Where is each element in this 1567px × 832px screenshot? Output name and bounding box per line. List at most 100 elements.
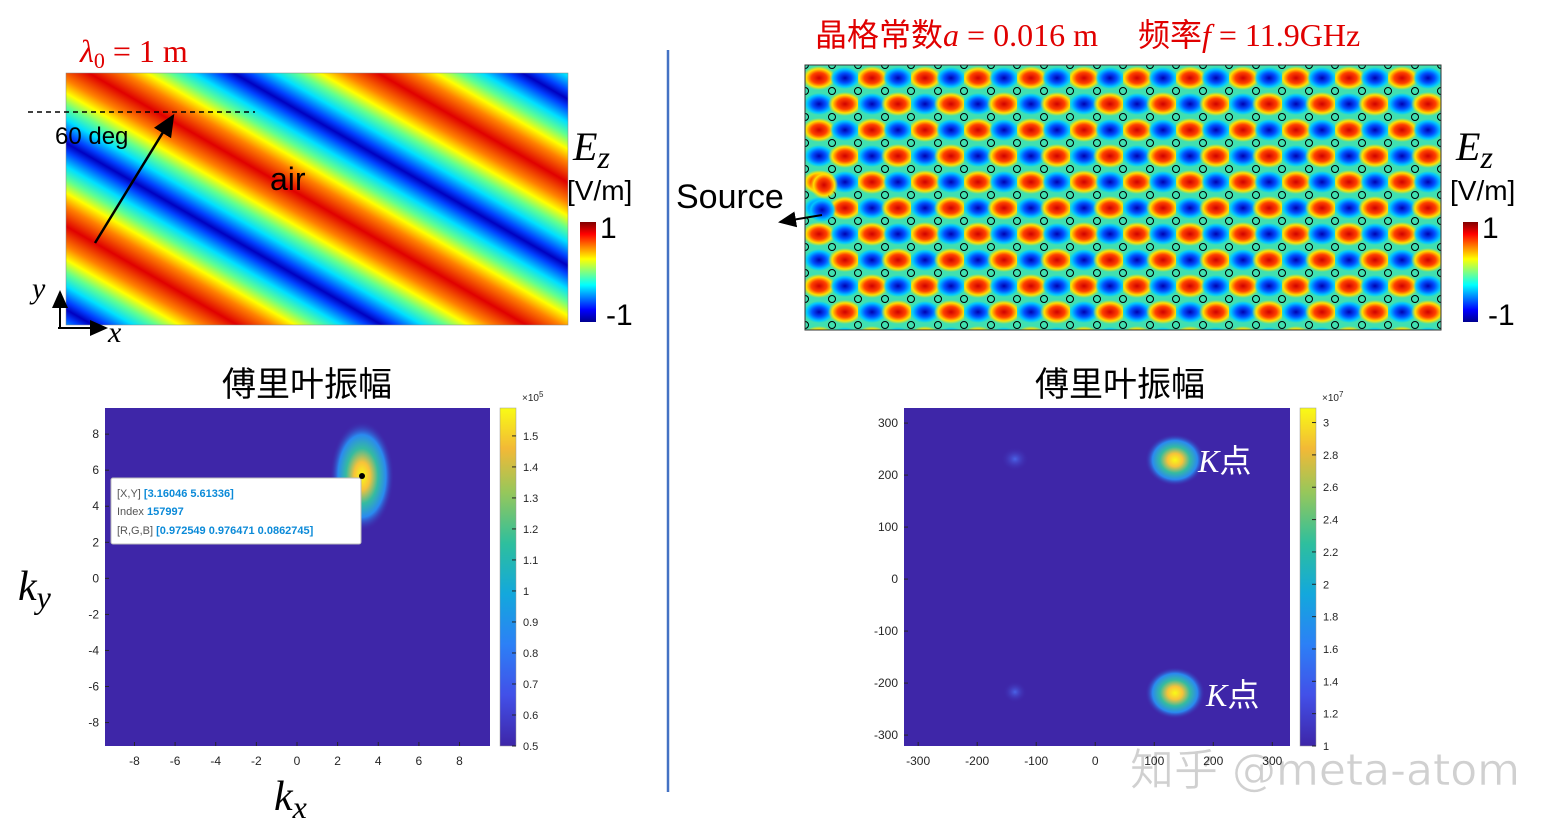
colorbar-tick-label: 1.3 bbox=[523, 493, 538, 505]
left-spectrum: 傅里叶振幅 ×105 [X,Y] [3.16046 5.61336] Index… bbox=[18, 365, 544, 825]
key: [X,Y] bbox=[117, 488, 141, 500]
spectrum-title: 傅里叶振幅 bbox=[1035, 365, 1205, 405]
colorbar-exponent: ×107 bbox=[1322, 390, 1344, 404]
key: [R,G,B] bbox=[117, 525, 153, 537]
right-field-panel: 晶格常数a = 0.016 m 频率f = 11.9GHz Source Ez [… bbox=[676, 16, 1515, 332]
colorbar-tick-label: 1.1 bbox=[523, 555, 538, 567]
y-tick-label: 300 bbox=[878, 416, 898, 430]
y-tick-label: 0 bbox=[891, 572, 898, 586]
colorbar-tick-label: 3 bbox=[1323, 418, 1329, 430]
y-axis-label: y bbox=[29, 272, 46, 305]
symbol: k bbox=[274, 774, 294, 820]
y-tick-label: -200 bbox=[874, 676, 898, 690]
y-tick-label: 0 bbox=[92, 571, 99, 585]
x-tick-label: 2 bbox=[334, 754, 341, 768]
colorbar-tick-label: 1.2 bbox=[1323, 709, 1338, 721]
power: 5 bbox=[539, 390, 544, 399]
colorbar-min: -1 bbox=[1488, 299, 1515, 332]
x-tick-label: -300 bbox=[906, 754, 930, 768]
value: = 1 m bbox=[105, 33, 188, 69]
colorbar bbox=[499, 407, 517, 747]
datatip-row: [X,Y] [3.16046 5.61336] bbox=[117, 488, 234, 500]
colorbar-max: 1 bbox=[600, 212, 617, 245]
y-tick-label: -6 bbox=[88, 680, 99, 694]
subscript: z bbox=[596, 139, 610, 175]
subscript: 0 bbox=[94, 48, 105, 73]
colorbar-min: -1 bbox=[606, 299, 633, 332]
x-tick-label: 0 bbox=[1092, 754, 1099, 768]
x-tick-label: 300 bbox=[1262, 754, 1282, 768]
peak-label: K点 bbox=[1205, 676, 1259, 714]
colorbar-tick-label: 2.4 bbox=[1323, 515, 1338, 527]
field-symbol: Ez bbox=[572, 124, 610, 175]
colorbar-max: 1 bbox=[1482, 212, 1499, 245]
colorbar-tick-label: 1.5 bbox=[523, 431, 538, 443]
text: 点 bbox=[1227, 676, 1259, 714]
source-blob bbox=[808, 198, 836, 222]
base: ×10 bbox=[522, 393, 539, 404]
colorbar bbox=[1463, 222, 1478, 322]
y-tick-label: 200 bbox=[878, 468, 898, 482]
base: ×10 bbox=[1322, 393, 1339, 404]
datatip[interactable] bbox=[110, 477, 362, 545]
x-tick-label: 8 bbox=[456, 754, 463, 768]
x-tick-label: -200 bbox=[965, 754, 989, 768]
colorbar-tick-label: 2.6 bbox=[1323, 482, 1338, 494]
x-tick-label: 100 bbox=[1144, 754, 1164, 768]
angle-label: 60 deg bbox=[55, 123, 128, 150]
colorbar bbox=[580, 222, 596, 322]
label: 晶格常数 bbox=[815, 16, 943, 54]
source-blob bbox=[810, 171, 838, 199]
x-tick-label: -2 bbox=[251, 754, 262, 768]
y-axis-label: ky bbox=[18, 564, 52, 615]
x-tick-label: -4 bbox=[210, 754, 221, 768]
colorbar-tick-label: 0.5 bbox=[523, 741, 538, 753]
crystal-title: 晶格常数a = 0.016 m 频率f = 11.9GHz bbox=[815, 16, 1360, 54]
x-tick-label: -100 bbox=[1024, 754, 1048, 768]
spectrum-title: 傅里叶振幅 bbox=[222, 365, 392, 405]
y-tick-label: -100 bbox=[874, 624, 898, 638]
datatip-marker[interactable] bbox=[359, 473, 365, 479]
x-tick-label: 0 bbox=[294, 754, 301, 768]
colorbar-tick-label: 0.7 bbox=[523, 679, 538, 691]
wavelength-label: λ0 = 1 m bbox=[79, 33, 188, 73]
colorbar-tick-label: 0.6 bbox=[523, 710, 538, 722]
colorbar-tick-label: 0.8 bbox=[523, 648, 538, 660]
colorbar-tick-label: 1.2 bbox=[523, 524, 538, 536]
symbol: E bbox=[1455, 124, 1480, 169]
y-tick-label: -4 bbox=[88, 643, 99, 657]
y-tick-label: 4 bbox=[92, 499, 99, 513]
subscript: y bbox=[34, 579, 52, 615]
datatip-row: [R,G,B] [0.972549 0.976471 0.0862745] bbox=[117, 525, 314, 537]
colorbar-tick-label: 0.9 bbox=[523, 617, 538, 629]
field-unit: [V/m] bbox=[1450, 175, 1515, 206]
spectrum-peak bbox=[1145, 434, 1205, 486]
symbol: k bbox=[18, 564, 38, 610]
source-arrow bbox=[778, 211, 823, 228]
value: [3.16046 5.61336] bbox=[144, 488, 234, 500]
source-label: Source bbox=[676, 178, 784, 216]
x-tick-label: 4 bbox=[375, 754, 382, 768]
colorbar-tick-label: 2.2 bbox=[1323, 547, 1338, 559]
x-tick-label: 6 bbox=[416, 754, 423, 768]
colorbar-tick-label: 1 bbox=[523, 586, 529, 598]
colorbar-tick-label: 1.4 bbox=[1323, 676, 1338, 688]
symbol: E bbox=[572, 124, 597, 169]
peak-label: K点 bbox=[1197, 442, 1251, 480]
y-tick-label: -300 bbox=[874, 728, 898, 742]
colorbar-tick-label: 1.8 bbox=[1323, 612, 1338, 624]
heatmap bbox=[904, 408, 1290, 746]
left-field-panel: λ0 = 1 m 60 deg air y x Ez [V/m] 1 -1 bbox=[28, 33, 633, 349]
subscript: x bbox=[292, 789, 307, 825]
y-tick-label: -2 bbox=[88, 607, 99, 621]
colorbar-tick-label: 1.6 bbox=[1323, 644, 1338, 656]
colorbar-tick-label: 2.8 bbox=[1323, 450, 1338, 462]
value: 157997 bbox=[147, 506, 184, 518]
wave-vector bbox=[93, 113, 175, 244]
watermark: 知乎 @meta-atom bbox=[1130, 745, 1520, 796]
colorbar-tick-label: 1 bbox=[1323, 741, 1329, 753]
value: = 11.9GHz bbox=[1211, 17, 1360, 53]
x-tick-label: -6 bbox=[170, 754, 181, 768]
symbol: K bbox=[1197, 443, 1221, 479]
